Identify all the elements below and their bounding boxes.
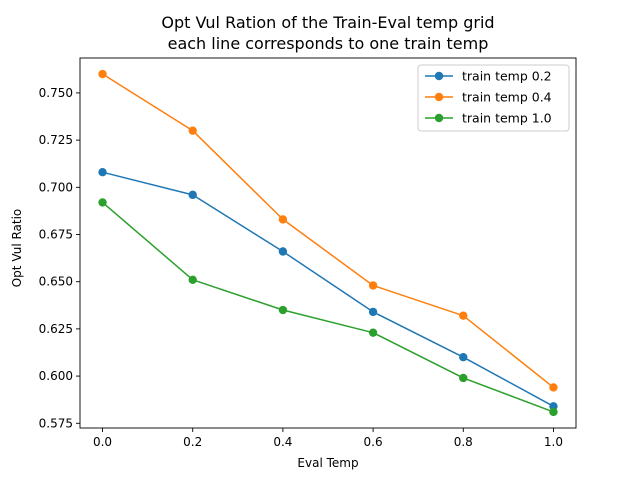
legend-marker-swatch [434,71,444,81]
data-point-s2-5 [549,383,558,392]
y-tick-label: 0.625 [39,322,73,336]
x-tick-label: 1.0 [544,435,563,449]
data-point-s3-3 [368,328,378,337]
series-line-1 [102,171,554,407]
data-point-s2-3 [368,281,378,290]
y-axis-label: Opt Vul Ratio [10,209,24,288]
data-point-s1-2 [278,247,288,256]
legend-box [417,64,570,132]
y-tick-label: 0.650 [39,275,73,289]
y-tick-label: 0.725 [39,133,73,147]
y-tick-label: 0.575 [39,416,73,430]
data-point-s3-4 [459,373,468,383]
data-point-s2-2 [278,215,288,224]
legend-marker-swatch [434,113,444,123]
x-tick-label: 0.0 [93,435,112,449]
data-point-s3-1 [188,275,197,285]
chart-title: Opt Vul Ration of the Train-Eval temp gr… [161,13,494,32]
legend-entry-label: train temp 1.0 [462,111,552,126]
data-point-s1-0 [98,168,107,177]
x-axis-label: Eval Temp [297,456,358,470]
legend-entry-label: train temp 0.4 [462,90,552,105]
y-tick-label: 0.750 [39,86,73,100]
data-point-s3-0 [98,198,107,207]
data-point-s1-3 [368,307,378,317]
x-tick-label: 0.2 [183,435,202,449]
data-point-s2-1 [188,126,197,135]
data-point-s3-2 [278,305,288,315]
plot-area: 0.0 0.2 0.4 0.6 0.8 1.0 0.575 0.600 0.625 0.650 0.… [39,57,577,449]
y-tick-label: 0.600 [39,369,73,383]
y-tick-label: 0.675 [39,228,73,242]
data-point-s3-5 [549,407,558,417]
data-point-s1-1 [188,190,197,200]
data-point-s2-4 [459,311,468,320]
legend: train temp 0.2 train temp 0.4 train temp 1… [417,64,570,132]
y-tick-label: 0.700 [39,180,73,194]
chart-subtitle: each line corresponds to one train temp [168,34,489,53]
data-point-s1-4 [459,353,468,362]
series-line-2 [102,73,554,388]
data-point-s2-0 [98,69,107,79]
series-line-3 [102,201,554,413]
axes-frame [79,57,577,429]
x-tick-label: 0.4 [273,435,292,449]
legend-marker-swatch [434,92,444,102]
x-tick-label: 0.6 [364,435,383,449]
x-tick-label: 0.8 [454,435,473,449]
legend-entry-label: train temp 0.2 [462,69,552,84]
